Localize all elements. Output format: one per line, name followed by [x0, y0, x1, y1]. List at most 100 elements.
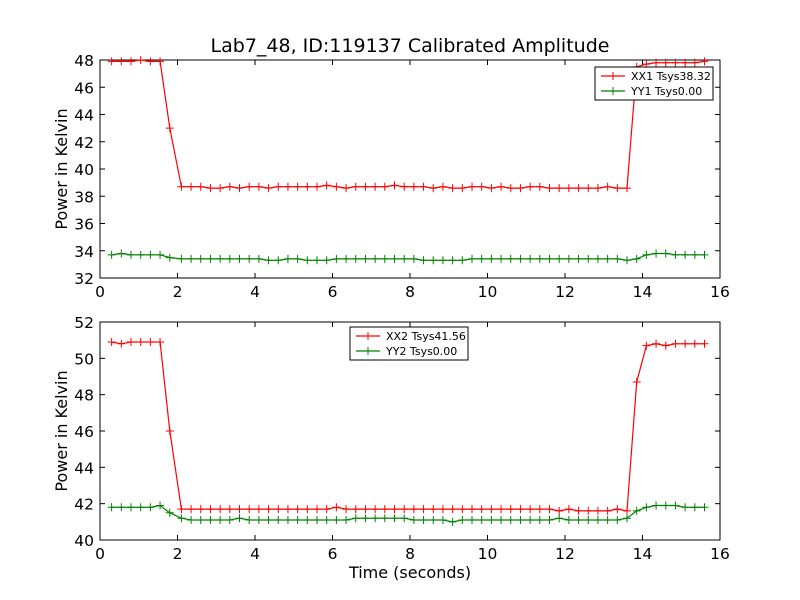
data-point [187, 254, 196, 263]
data-point [555, 514, 564, 523]
data-point [564, 505, 573, 514]
data-point [632, 377, 641, 386]
x-tick-label: 10 [478, 545, 498, 563]
legend-marker [364, 347, 372, 355]
data-point [487, 184, 496, 193]
data-point [156, 57, 165, 66]
data-point [584, 184, 593, 193]
data-point [322, 505, 331, 514]
chart-title: Lab7_48, ID:119137 Calibrated Amplitude [211, 35, 610, 57]
y-tick-label: 32 [74, 270, 94, 288]
data-point [526, 505, 535, 514]
legend-label: YY1 Tsys0.00 [630, 85, 702, 98]
data-point [555, 184, 564, 193]
y-tick-label: 40 [74, 161, 94, 179]
data-point [681, 250, 690, 259]
data-point [332, 516, 341, 525]
data-point [438, 182, 447, 191]
data-point [380, 182, 389, 191]
data-point [361, 514, 370, 523]
data-point [342, 184, 351, 193]
data-point [632, 506, 641, 515]
data-point [593, 184, 602, 193]
data-point [156, 250, 165, 259]
data-point [196, 516, 205, 525]
data-point [409, 516, 418, 525]
data-point [293, 254, 302, 263]
data-point [623, 256, 631, 265]
data-point [690, 339, 699, 348]
data-point [235, 254, 244, 263]
data-point [681, 503, 690, 512]
data-point [351, 505, 360, 514]
data-point [448, 184, 457, 193]
data-point [313, 505, 321, 514]
data-point [574, 254, 583, 263]
x-tick-label: 14 [633, 545, 653, 563]
data-point [390, 505, 399, 514]
data-point [390, 514, 399, 523]
data-point [419, 256, 428, 265]
x-tick-label: 4 [250, 545, 260, 563]
data-point [593, 516, 602, 525]
data-point [283, 254, 292, 263]
data-point [506, 184, 515, 193]
data-point [332, 182, 341, 191]
series-green [107, 501, 709, 526]
y-tick-label: 44 [74, 107, 94, 125]
data-point [603, 254, 612, 263]
data-point [661, 249, 670, 258]
y-tick-label: 46 [74, 79, 94, 97]
data-point [127, 250, 135, 259]
data-point [584, 506, 593, 515]
data-point [177, 182, 186, 191]
data-point [303, 505, 312, 514]
data-point [574, 506, 583, 515]
data-point [361, 254, 370, 263]
data-point [487, 516, 496, 525]
data-point [206, 505, 215, 514]
data-point [216, 516, 225, 525]
data-point [380, 514, 389, 523]
data-point [526, 516, 535, 525]
x-tick-label: 2 [173, 283, 183, 301]
data-point [235, 514, 244, 523]
data-point [165, 427, 174, 435]
data-point [555, 254, 564, 263]
data-point [146, 57, 155, 66]
data-point [623, 184, 631, 193]
data-point [187, 182, 196, 191]
data-point [652, 501, 661, 510]
data-point [603, 182, 612, 191]
data-point [361, 505, 370, 514]
data-point [613, 184, 622, 193]
data-point [293, 505, 302, 514]
data-point [107, 503, 116, 512]
data-point [313, 516, 321, 525]
data-point [584, 254, 593, 263]
data-point [303, 256, 312, 265]
data-point [351, 514, 360, 523]
data-point [274, 505, 283, 514]
x-tick-label: 12 [555, 545, 575, 563]
data-point [283, 516, 292, 525]
data-point [117, 57, 126, 66]
data-point [206, 254, 215, 263]
data-point [165, 253, 174, 262]
y-tick-label: 34 [74, 243, 94, 261]
y-tick-label: 44 [74, 459, 94, 477]
data-point [361, 182, 370, 191]
data-point [117, 339, 126, 348]
data-point [574, 516, 583, 525]
data-point [390, 254, 399, 263]
data-point [264, 256, 273, 265]
y-axis-label: Power in Kelvin [52, 108, 71, 229]
data-point [225, 516, 234, 525]
data-point [274, 256, 283, 265]
y-tick-label: 46 [74, 423, 94, 441]
data-point [623, 506, 631, 515]
data-point [107, 57, 116, 66]
series-red [107, 337, 709, 515]
data-point [448, 505, 457, 514]
